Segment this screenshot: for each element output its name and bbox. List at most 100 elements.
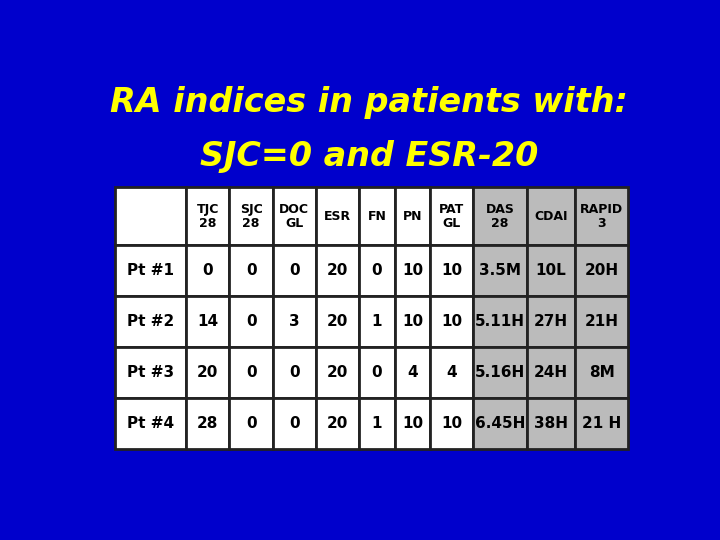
Bar [474,296,527,347]
Bar [186,347,230,399]
Bar [115,187,186,245]
Bar [431,296,474,347]
Text: 20H: 20H [585,263,619,278]
Text: 1: 1 [372,314,382,329]
Text: 20: 20 [327,416,348,431]
Bar [230,399,273,449]
Bar [527,399,575,449]
Text: 0: 0 [246,263,256,278]
Bar [115,347,186,399]
Text: 10: 10 [441,314,462,329]
Text: DOC
GL: DOC GL [279,203,310,230]
Bar [474,399,527,449]
Bar [431,399,474,449]
Text: 0: 0 [289,263,300,278]
Bar [395,187,431,245]
Bar [575,296,629,347]
Text: 21 H: 21 H [582,416,621,431]
Text: RA indices in patients with:: RA indices in patients with: [110,85,628,119]
Text: 10: 10 [402,416,423,431]
Text: 38H: 38H [534,416,568,431]
Bar [273,245,316,296]
Bar [395,399,431,449]
Bar [316,347,359,399]
Bar [316,245,359,296]
Text: 20: 20 [327,365,348,380]
Bar [316,296,359,347]
Text: 20: 20 [327,314,348,329]
Text: CDAI: CDAI [534,210,567,223]
Bar [527,296,575,347]
Text: 1: 1 [372,416,382,431]
Text: 0: 0 [246,314,256,329]
Bar [186,187,230,245]
Bar [230,187,273,245]
Bar [273,296,316,347]
Bar [186,296,230,347]
Bar [575,187,629,245]
Text: 14: 14 [197,314,218,329]
Bar [527,245,575,296]
Text: ESR: ESR [324,210,351,223]
Bar [316,187,359,245]
Bar [186,245,230,296]
Text: 3.5M: 3.5M [479,263,521,278]
Text: 10: 10 [402,263,423,278]
Text: 24H: 24H [534,365,568,380]
Text: 10: 10 [402,314,423,329]
Text: 4: 4 [407,365,418,380]
Text: Pt #1: Pt #1 [127,263,174,278]
Text: 27H: 27H [534,314,568,329]
Text: 0: 0 [289,365,300,380]
Bar [395,245,431,296]
Bar [115,399,186,449]
Bar [359,245,395,296]
Text: 0: 0 [372,365,382,380]
Bar [359,296,395,347]
Bar [431,347,474,399]
Text: PN: PN [402,210,422,223]
Text: 0: 0 [246,365,256,380]
Bar [316,399,359,449]
Bar [527,347,575,399]
Text: FN: FN [367,210,387,223]
Bar [474,347,527,399]
Bar [575,399,629,449]
Bar [431,245,474,296]
Text: 0: 0 [202,263,213,278]
Text: TJC
28: TJC 28 [197,203,219,230]
Bar [273,347,316,399]
Bar [186,399,230,449]
Bar [431,187,474,245]
Text: 21H: 21H [585,314,618,329]
Text: 10: 10 [441,416,462,431]
Bar [359,399,395,449]
Text: SJC=0 and ESR-20: SJC=0 and ESR-20 [200,140,538,173]
Bar [230,245,273,296]
Bar [474,245,527,296]
Text: PAT
GL: PAT GL [439,203,464,230]
Bar [395,296,431,347]
Text: DAS
28: DAS 28 [486,203,515,230]
Text: 0: 0 [246,416,256,431]
Text: Pt #2: Pt #2 [127,314,174,329]
Text: 3: 3 [289,314,300,329]
Text: 6.45H: 6.45H [475,416,526,431]
Text: Pt #4: Pt #4 [127,416,174,431]
Text: SJC
28: SJC 28 [240,203,263,230]
Bar [273,187,316,245]
Text: 20: 20 [327,263,348,278]
Text: 8M: 8M [589,365,615,380]
Bar [230,296,273,347]
Text: 5.11H: 5.11H [475,314,525,329]
Bar [474,187,527,245]
Bar [359,347,395,399]
Text: 10: 10 [441,263,462,278]
Bar [359,187,395,245]
Text: 20: 20 [197,365,219,380]
Bar [115,296,186,347]
Text: 0: 0 [289,416,300,431]
Bar [575,245,629,296]
Text: RAPID
3: RAPID 3 [580,203,624,230]
Text: 0: 0 [372,263,382,278]
